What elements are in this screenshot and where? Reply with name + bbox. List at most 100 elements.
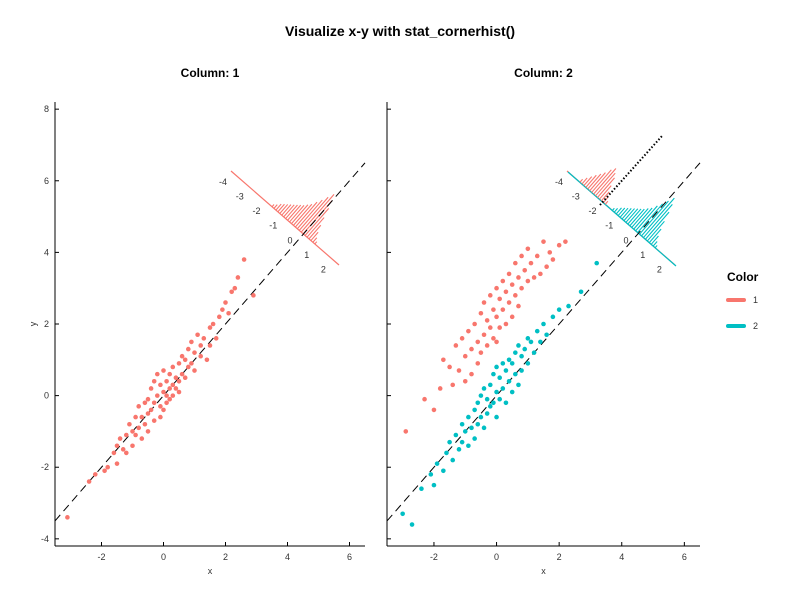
cornerhist-bar bbox=[593, 168, 617, 195]
cornerhist-bar bbox=[591, 169, 612, 193]
cornerhist-bar bbox=[604, 200, 609, 205]
data-point bbox=[475, 421, 481, 427]
data-point bbox=[472, 436, 477, 441]
data-point bbox=[136, 425, 141, 431]
data-point bbox=[550, 314, 556, 320]
data-point bbox=[139, 436, 145, 441]
data-point bbox=[450, 457, 456, 463]
data-point bbox=[173, 386, 179, 391]
reference-line bbox=[54, 162, 366, 522]
data-point bbox=[195, 332, 200, 338]
cornerhist-bar bbox=[273, 204, 278, 209]
data-point bbox=[506, 378, 512, 384]
data-point bbox=[111, 450, 117, 456]
data-point bbox=[158, 382, 163, 388]
data-point bbox=[136, 404, 141, 409]
data-point bbox=[161, 407, 166, 413]
data-point bbox=[251, 293, 256, 298]
data-point bbox=[93, 472, 98, 477]
data-point bbox=[522, 346, 528, 352]
cornerhist-bar bbox=[621, 208, 632, 220]
data-point bbox=[556, 307, 562, 312]
data-point bbox=[509, 389, 515, 395]
data-point bbox=[120, 447, 126, 452]
panel-label: Column: 2 bbox=[514, 66, 573, 80]
data-point bbox=[491, 336, 496, 341]
data-point bbox=[578, 289, 584, 295]
data-point bbox=[484, 318, 490, 323]
data-point bbox=[151, 378, 157, 384]
data-point bbox=[105, 464, 110, 470]
data-point bbox=[155, 393, 160, 398]
data-point bbox=[86, 479, 92, 484]
data-point bbox=[500, 278, 506, 284]
data-point bbox=[478, 350, 484, 355]
data-point bbox=[516, 275, 521, 280]
cornerhist-dotted-line bbox=[599, 135, 663, 206]
data-point bbox=[142, 421, 148, 427]
data-point bbox=[475, 361, 481, 366]
cornerhist-bar bbox=[587, 173, 602, 190]
data-point bbox=[522, 267, 528, 273]
data-point bbox=[481, 300, 487, 305]
data-point bbox=[494, 414, 499, 420]
data-point bbox=[189, 361, 194, 366]
cornerhist-bar bbox=[639, 200, 669, 235]
data-point bbox=[229, 289, 234, 295]
data-point bbox=[484, 396, 490, 402]
data-point bbox=[478, 393, 484, 398]
y-axis-title: y bbox=[28, 321, 38, 326]
data-point bbox=[176, 361, 182, 366]
data-point bbox=[478, 414, 484, 420]
legend-label: 2 bbox=[753, 321, 758, 331]
data-point bbox=[142, 400, 148, 406]
data-point bbox=[114, 443, 120, 449]
data-point bbox=[114, 461, 120, 466]
data-point bbox=[563, 239, 568, 244]
data-point bbox=[453, 343, 459, 348]
data-point bbox=[117, 436, 123, 441]
data-point bbox=[525, 336, 531, 341]
data-point bbox=[528, 260, 534, 266]
data-point bbox=[204, 357, 210, 363]
data-point bbox=[525, 246, 531, 252]
data-point bbox=[164, 378, 169, 384]
cornerhist-bar bbox=[279, 204, 289, 214]
data-point bbox=[164, 400, 169, 406]
cornerhist-axis-2 bbox=[567, 171, 677, 267]
data-point bbox=[481, 386, 487, 391]
data-point bbox=[133, 432, 138, 438]
cornerhist-bar bbox=[285, 204, 298, 219]
data-point bbox=[444, 450, 449, 456]
data-point bbox=[220, 307, 225, 312]
cornerhist-bar bbox=[579, 178, 584, 183]
cornerhist-tick-label: -4 bbox=[555, 177, 563, 187]
data-point bbox=[516, 303, 521, 309]
cornerhist-bar bbox=[643, 204, 673, 238]
data-point bbox=[513, 293, 518, 298]
y-tick-label: 6 bbox=[44, 176, 49, 186]
data-point bbox=[594, 260, 600, 266]
data-point bbox=[409, 522, 415, 527]
data-point bbox=[462, 353, 468, 359]
x-axis-title: x bbox=[541, 566, 546, 576]
cornerhist-bar bbox=[629, 208, 645, 227]
cornerhist-bar bbox=[291, 204, 309, 225]
y-tick-label: -2 bbox=[41, 462, 49, 472]
cornerhist-bar bbox=[595, 172, 616, 197]
data-point bbox=[466, 443, 471, 449]
data-point bbox=[538, 271, 543, 277]
data-point bbox=[431, 407, 437, 413]
cornerhist-bar bbox=[646, 220, 665, 242]
data-point bbox=[500, 386, 506, 391]
data-point bbox=[509, 361, 515, 366]
data-point bbox=[466, 414, 471, 420]
cornerhist-bar bbox=[289, 204, 305, 223]
cornerhist-bar bbox=[287, 204, 302, 221]
data-point bbox=[419, 486, 424, 492]
data-point bbox=[516, 343, 521, 348]
cornerhist-bar bbox=[296, 199, 323, 230]
data-point bbox=[487, 404, 493, 409]
cornerhist-bar bbox=[623, 208, 635, 221]
data-point bbox=[513, 371, 518, 377]
